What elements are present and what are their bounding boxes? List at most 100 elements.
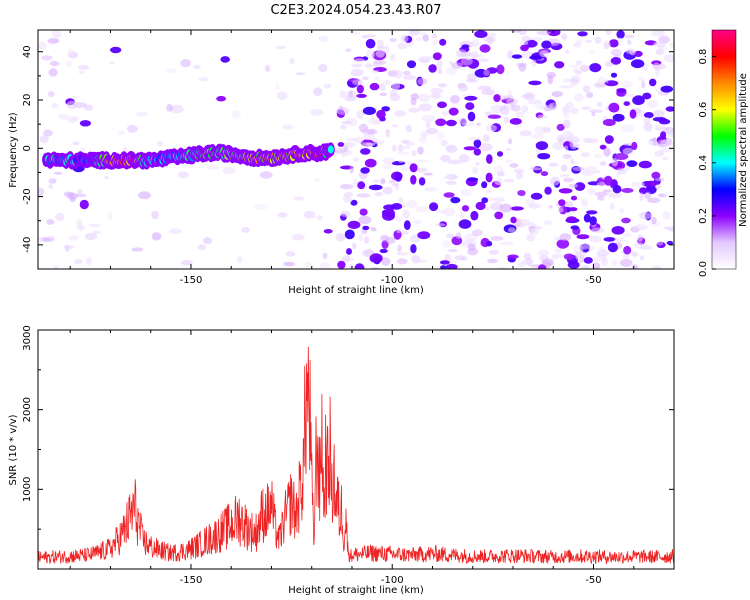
spectrogram-speckle — [605, 135, 614, 144]
spectrogram-speckle — [653, 110, 665, 118]
spectrogram-speckle — [277, 91, 288, 100]
spectrogram-speckle — [380, 235, 389, 241]
spectrogram-speckle — [608, 103, 619, 113]
spectrogram-speckle — [624, 101, 631, 106]
spectrogram-speckle — [603, 189, 612, 192]
spectrogram-speckle — [511, 29, 521, 33]
spectrogram-speckle — [481, 197, 488, 203]
spectrogram-speckle — [486, 241, 492, 247]
spectrogram-speckle — [582, 170, 594, 176]
spectrogram-speckle — [390, 54, 396, 61]
spectrogram-speckle — [515, 112, 524, 118]
spectrogram-speckle — [459, 84, 468, 91]
spectrogram-speckle — [613, 114, 625, 122]
spectrogram-speckle — [359, 234, 364, 241]
spectrogram-speckle — [367, 129, 377, 135]
spectrogram-speckle — [336, 107, 349, 115]
spectrogram-speckle — [462, 44, 470, 48]
spectrogram-speckle — [631, 59, 644, 68]
colorbar-tick-label: 0.6 — [698, 102, 709, 118]
spectrogram-speckle — [352, 32, 360, 35]
spectrogram-speckle — [626, 48, 635, 54]
spectrogram-speckle — [605, 27, 612, 35]
spectrogram-speckle — [74, 259, 83, 264]
spectrogram-speckle — [480, 143, 493, 151]
spectrogram-speckle — [521, 36, 531, 42]
spectrogram-speckle — [535, 126, 548, 134]
spectrogram-speckle — [363, 107, 376, 115]
spectrogram-speckle — [65, 245, 69, 252]
spectrogram-speckle — [563, 119, 571, 128]
spectrogram-speckle — [417, 147, 424, 155]
spectrogram-speckle — [392, 124, 399, 127]
spectrogram-speckle — [664, 226, 671, 229]
spectrogram-speckle — [439, 39, 446, 46]
spectrogram-speckle — [366, 50, 375, 59]
spectrogram-speckle — [536, 31, 550, 35]
spectrogram-speckle — [380, 178, 385, 184]
spectrogram-speckle — [559, 174, 569, 177]
spectrogram-speckle — [446, 181, 457, 185]
spectrogram-speckle — [563, 113, 569, 119]
spectrogram-speckle — [398, 160, 403, 163]
spectrogram-speckle — [365, 143, 375, 147]
spectrogram-speckle — [611, 73, 617, 78]
spectrogram-speckle — [637, 234, 643, 242]
spectrogram-speckle — [345, 230, 355, 240]
spectrogram-speckle — [494, 177, 503, 185]
spectrogram-speckle — [467, 73, 477, 81]
spectrogram-speckle — [444, 192, 455, 198]
spectrogram-speckle — [348, 264, 353, 272]
spectrogram-speckle — [49, 62, 60, 66]
spectrogram-speckle — [283, 124, 293, 130]
spectrogram-speckle — [561, 33, 567, 40]
spectrogram-speckle — [403, 210, 410, 218]
snr-ytick-label: 2000 — [22, 397, 33, 422]
spectrogram-speckle — [351, 69, 364, 77]
spectrogram-speckle — [344, 95, 357, 101]
spectrogram-speckle — [518, 63, 526, 72]
spectrogram-speckle — [417, 231, 430, 239]
spectrogram-speckle — [552, 142, 564, 150]
spectrogram-speckle — [585, 40, 592, 43]
spectrogram-speckle — [472, 40, 480, 48]
spectrogram-speckle — [570, 140, 578, 149]
spectrogram-speckle — [555, 248, 562, 252]
spectrogram-speckle — [640, 255, 644, 261]
spectrogram-speckle — [360, 148, 371, 155]
spectrogram-speckle — [655, 89, 660, 92]
spectrogram-speckle — [667, 241, 674, 245]
colorbar-scale — [712, 30, 736, 269]
spectrogram-speckle — [468, 137, 481, 141]
spectrogram-speckle — [416, 37, 421, 41]
spectrogram-speckle — [292, 234, 305, 241]
spectrogram-speckle — [483, 70, 489, 76]
spectrogram-speckle — [486, 154, 493, 164]
spectrogram-speckle — [616, 30, 624, 39]
spectrogram-speckle — [398, 144, 404, 152]
spectrogram-speckle — [52, 30, 62, 39]
spectrogram-speckle — [614, 238, 627, 242]
spectrogram-speckle — [587, 188, 595, 196]
spectrogram-speckle — [369, 185, 383, 191]
spectrogram-speckle — [618, 38, 623, 46]
snr-series-line — [38, 347, 674, 564]
spectrogram-speckle — [646, 181, 657, 187]
spectrogram-speckle — [564, 146, 569, 151]
spectrogram-speckle — [554, 61, 564, 68]
spectrogram-speckle — [450, 95, 460, 104]
spectrogram-speckle — [391, 82, 400, 89]
spectrogram-speckle — [580, 65, 590, 72]
spectrogram-speckle — [459, 219, 472, 229]
spectrogram-speckle — [476, 123, 481, 126]
spectrogram-speckle — [490, 236, 503, 241]
spectrogram-speckle — [561, 165, 567, 172]
spectrogram-speckle — [433, 52, 442, 60]
spectrogram-speckle — [483, 134, 490, 142]
spectrogram-speckle — [455, 255, 466, 260]
spectrogram-speckle — [504, 116, 509, 123]
spectrogram-speckle — [480, 44, 491, 52]
spectrogram-panel: -150 -100 -50-40-2002040 Height of straigh… — [8, 27, 680, 296]
spectrogram-speckle — [647, 100, 658, 109]
spectrogram-speckle — [608, 243, 618, 252]
